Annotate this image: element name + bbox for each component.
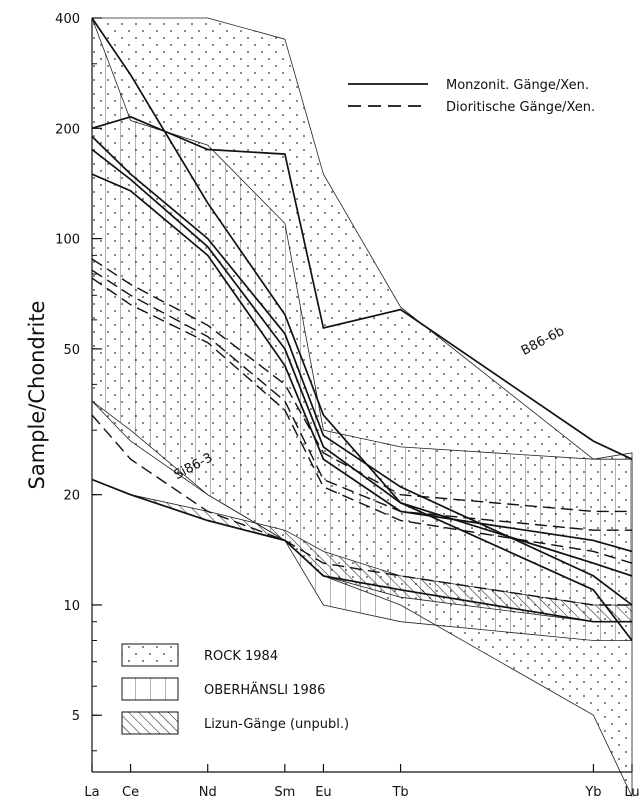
series-line-6 bbox=[91, 478, 632, 623]
legend-area-label: OBERHÄNSLI 1986 bbox=[204, 682, 325, 698]
series-line-5 bbox=[91, 173, 633, 553]
y-tick-label: 50 bbox=[63, 343, 80, 358]
y-tick-label: 10 bbox=[63, 599, 80, 614]
series-line-2 bbox=[91, 115, 633, 460]
x-tick-label: La bbox=[84, 785, 99, 800]
series-line-1 bbox=[91, 17, 633, 642]
legend-area-label: ROCK 1984 bbox=[204, 649, 278, 664]
series-line-8 bbox=[91, 269, 632, 531]
x-tick-label: Nd bbox=[199, 785, 217, 800]
series-line-10 bbox=[91, 414, 632, 606]
y-tick-label: 100 bbox=[55, 233, 80, 248]
legend-line-label: Dioritische Gänge/Xen. bbox=[446, 100, 595, 115]
y-tick-label: 20 bbox=[63, 489, 80, 504]
y-tick-label: 200 bbox=[55, 122, 80, 137]
annotation-label: B86-6b bbox=[519, 324, 567, 359]
line-legend: Monzonit. Gänge/Xen. Dioritische Gänge/Xe… bbox=[336, 66, 632, 122]
legend-area-label: Lizun-Gänge (unpubl.) bbox=[204, 717, 349, 732]
axes: 400 200 100 50 20 10 5 La Ce Nd Sm Eu Tb Yb Lu Sample/C… bbox=[25, 12, 640, 800]
series-line-9 bbox=[91, 277, 633, 564]
sample-lines bbox=[91, 17, 633, 642]
x-tick-label: Tb bbox=[391, 785, 408, 800]
area-legend: ROCK 1984 OBERHÄNSLI 1986 Lizun-Gänge (unp… bbox=[112, 636, 352, 738]
x-tick-label: Ce bbox=[122, 785, 139, 800]
legend-line-label: Monzonit. Gänge/Xen. bbox=[446, 78, 589, 93]
legend-swatch-vlines bbox=[121, 677, 179, 701]
x-tick-label: Yb bbox=[584, 785, 601, 800]
x-tick-label: Lu bbox=[624, 785, 639, 800]
y-tick-label: 400 bbox=[55, 12, 80, 27]
legend-swatch-dots bbox=[121, 643, 179, 667]
line-legend-bg bbox=[336, 66, 632, 122]
x-tick-label: Eu bbox=[315, 785, 331, 800]
y-axis-title: Sample/Chondrite bbox=[25, 301, 49, 490]
series-line-7 bbox=[91, 258, 632, 513]
x-tick-label: Sm bbox=[274, 785, 295, 800]
series-line-3 bbox=[91, 135, 633, 606]
y-tick-label: 5 bbox=[72, 709, 80, 724]
legend-swatch-hatch bbox=[121, 711, 179, 735]
series-line-4 bbox=[91, 148, 633, 577]
